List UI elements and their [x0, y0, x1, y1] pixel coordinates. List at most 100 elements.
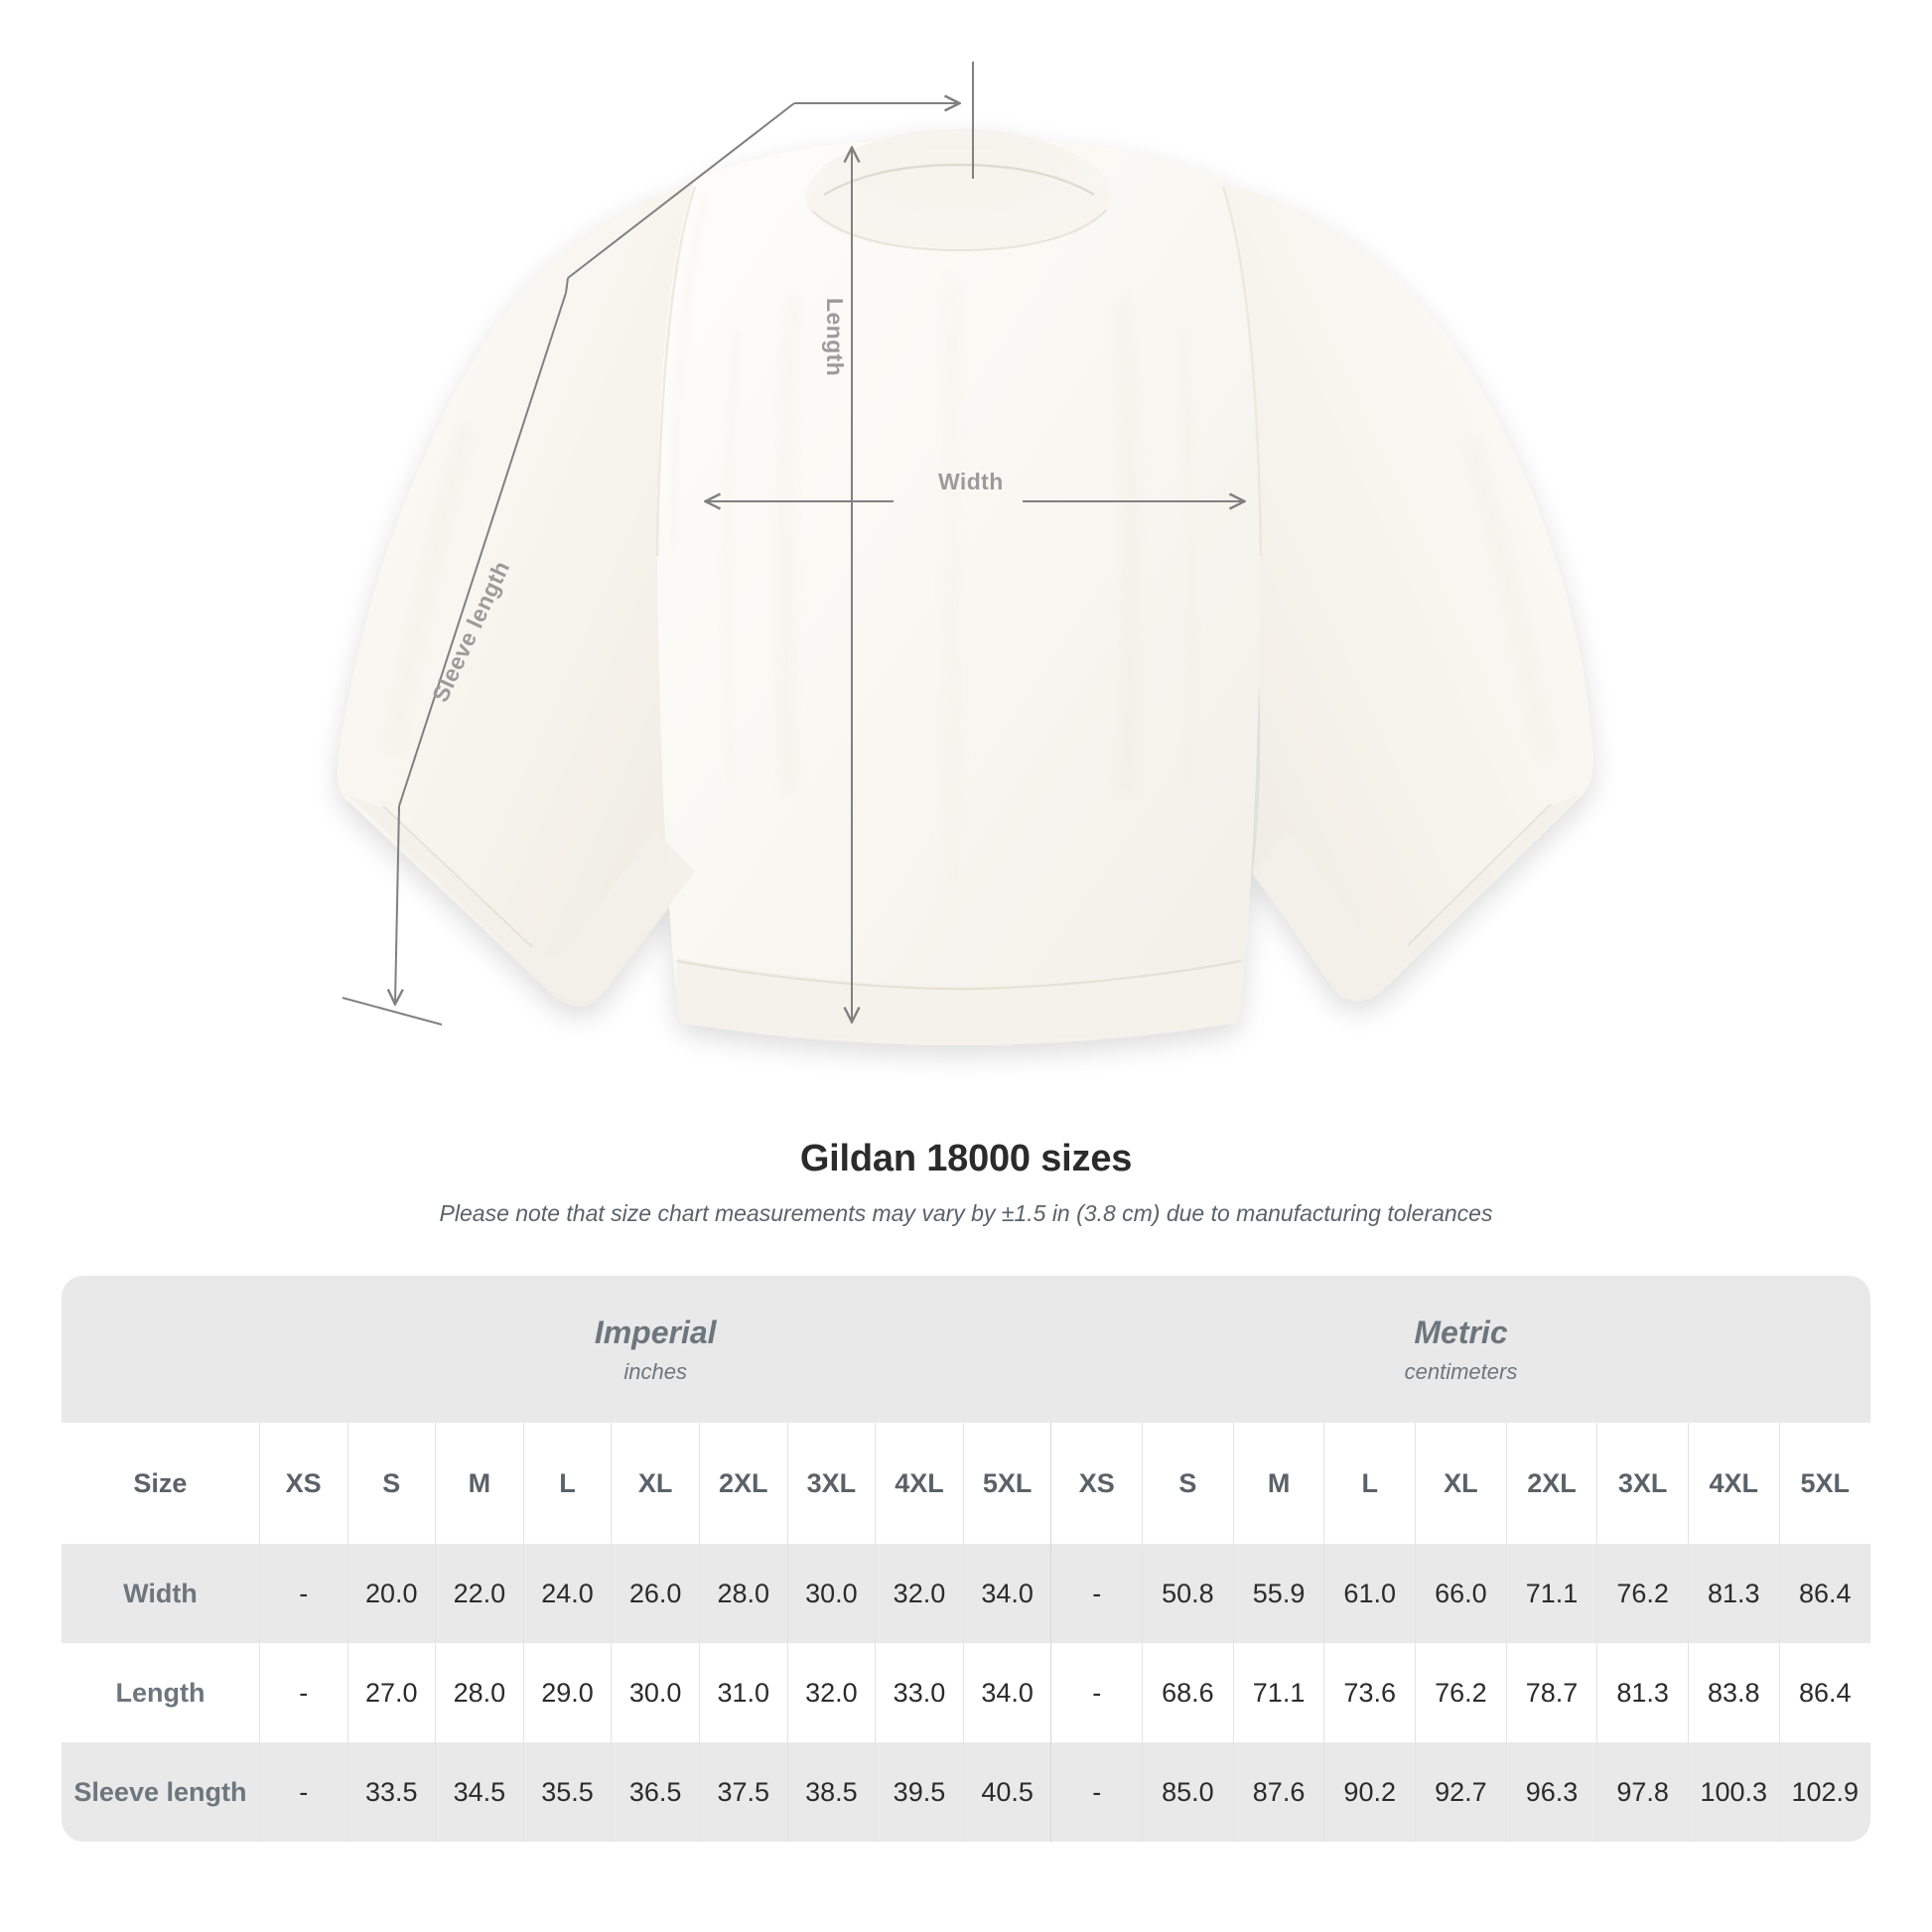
row-label-length: Length	[62, 1643, 260, 1742]
size-header-metric-l: L	[1323, 1423, 1416, 1544]
size-header-imperial-4xl: 4XL	[875, 1423, 964, 1544]
table-row: Length - 27.0 28.0 29.0 30.0 31.0 32.0 3…	[62, 1643, 1870, 1742]
cell-width-metric-xl: 66.0	[1415, 1544, 1507, 1643]
size-header-label: Size	[62, 1423, 260, 1544]
size-header-imperial-2xl: 2XL	[698, 1423, 788, 1544]
size-header-imperial-xs: XS	[258, 1423, 347, 1544]
cell-width-metric-s: 50.8	[1142, 1544, 1234, 1643]
cell-length-imperial-3xl: 32.0	[786, 1643, 876, 1742]
length-label: Length	[822, 298, 848, 377]
cell-length-imperial-5xl: 34.0	[962, 1643, 1051, 1742]
cell-width-metric-xs: -	[1050, 1544, 1143, 1643]
cell-width-imperial-xs: -	[258, 1544, 347, 1643]
cell-width-metric-4xl: 81.3	[1687, 1544, 1780, 1643]
unit-spacer	[62, 1276, 260, 1423]
cell-width-metric-l: 61.0	[1323, 1544, 1416, 1643]
cell-width-imperial-3xl: 30.0	[786, 1544, 876, 1643]
cell-width-metric-m: 55.9	[1232, 1544, 1324, 1643]
cell-length-metric-4xl: 83.8	[1687, 1643, 1780, 1742]
cell-sleeve-metric-xl: 92.7	[1415, 1742, 1507, 1842]
cell-width-metric-5xl: 86.4	[1778, 1544, 1870, 1643]
size-header-metric-m: M	[1232, 1423, 1324, 1544]
cell-sleeve-imperial-xl: 36.5	[611, 1742, 700, 1842]
unit-imperial-cell: Imperial inches	[259, 1276, 1051, 1423]
unit-metric-cell: Metric centimeters	[1050, 1276, 1870, 1423]
unit-metric-name: Metric	[1414, 1313, 1508, 1350]
garment-diagram: Length Width Sleeve length	[338, 62, 1932, 1045]
cell-length-imperial-4xl: 33.0	[875, 1643, 964, 1742]
cell-length-imperial-s: 27.0	[346, 1643, 436, 1742]
cell-sleeve-metric-l: 90.2	[1323, 1742, 1416, 1842]
cell-length-metric-m: 71.1	[1232, 1643, 1324, 1742]
cell-length-metric-s: 68.6	[1142, 1643, 1234, 1742]
size-header-metric-s: S	[1142, 1423, 1234, 1544]
size-header-imperial-xl: XL	[611, 1423, 700, 1544]
cell-width-imperial-s: 20.0	[346, 1544, 436, 1643]
cell-sleeve-imperial-s: 33.5	[346, 1742, 436, 1842]
table-row: Sleeve length - 33.5 34.5 35.5 36.5 37.5…	[62, 1742, 1870, 1842]
cell-sleeve-metric-s: 85.0	[1142, 1742, 1234, 1842]
cell-length-metric-2xl: 78.7	[1505, 1643, 1597, 1742]
cell-length-metric-xs: -	[1050, 1643, 1143, 1742]
size-chart-table: Imperial inches Metric centimeters Size …	[62, 1276, 1870, 1842]
cell-sleeve-imperial-5xl: 40.5	[962, 1742, 1051, 1842]
cell-width-imperial-m: 22.0	[435, 1544, 524, 1643]
cell-sleeve-metric-5xl: 102.9	[1778, 1742, 1870, 1842]
size-header-metric-5xl: 5XL	[1778, 1423, 1870, 1544]
cell-length-metric-l: 73.6	[1323, 1643, 1416, 1742]
size-header-metric-xl: XL	[1415, 1423, 1507, 1544]
size-header-row: Size XS S M L XL 2XL 3XL 4XL 5XL XS S M …	[62, 1423, 1870, 1544]
row-label-sleeve-length: Sleeve length	[62, 1742, 260, 1842]
width-label: Width	[938, 469, 1004, 494]
size-header-metric-4xl: 4XL	[1687, 1423, 1780, 1544]
sleeve-length-guide	[342, 62, 974, 1026]
cell-length-metric-3xl: 81.3	[1596, 1643, 1689, 1742]
cell-sleeve-metric-4xl: 100.3	[1687, 1742, 1780, 1842]
cell-length-imperial-2xl: 31.0	[698, 1643, 788, 1742]
size-header-metric-xs: XS	[1050, 1423, 1143, 1544]
size-header-metric-3xl: 3XL	[1596, 1423, 1689, 1544]
size-header-metric-2xl: 2XL	[1505, 1423, 1597, 1544]
size-header-imperial-3xl: 3XL	[786, 1423, 876, 1544]
cell-width-metric-2xl: 71.1	[1505, 1544, 1597, 1643]
table-row: Width - 20.0 22.0 24.0 26.0 28.0 30.0 32…	[62, 1544, 1870, 1643]
unit-header-row: Imperial inches Metric centimeters	[62, 1276, 1870, 1423]
cell-sleeve-imperial-2xl: 37.5	[698, 1742, 788, 1842]
cell-length-metric-5xl: 86.4	[1778, 1643, 1870, 1742]
cell-sleeve-imperial-m: 34.5	[435, 1742, 524, 1842]
cell-width-imperial-2xl: 28.0	[698, 1544, 788, 1643]
size-chart-table-wrapper: Imperial inches Metric centimeters Size …	[62, 1276, 1870, 1842]
cell-sleeve-metric-xs: -	[1050, 1742, 1143, 1842]
sweatshirt-illustration	[338, 129, 1593, 1045]
size-header-imperial-5xl: 5XL	[962, 1423, 1051, 1544]
page-title: Gildan 18000 sizes	[799, 1138, 1133, 1179]
cell-sleeve-imperial-l: 35.5	[522, 1742, 612, 1842]
page-subtitle: Please note that size chart measurements…	[439, 1200, 1493, 1226]
title-block: Gildan 18000 sizes Please note that size…	[0, 1138, 1932, 1227]
cell-width-imperial-5xl: 34.0	[962, 1544, 1051, 1643]
row-label-width: Width	[62, 1544, 260, 1643]
unit-imperial-name: Imperial	[594, 1313, 717, 1350]
cell-width-imperial-l: 24.0	[522, 1544, 612, 1643]
cell-sleeve-imperial-xs: -	[258, 1742, 347, 1842]
size-header-imperial-m: M	[435, 1423, 524, 1544]
cell-sleeve-metric-m: 87.6	[1232, 1742, 1324, 1842]
cell-sleeve-imperial-3xl: 38.5	[786, 1742, 876, 1842]
cell-length-imperial-l: 29.0	[522, 1643, 612, 1742]
cell-length-imperial-xl: 30.0	[611, 1643, 700, 1742]
cell-width-imperial-xl: 26.0	[611, 1544, 700, 1643]
size-header-imperial-l: L	[522, 1423, 612, 1544]
size-header-imperial-s: S	[346, 1423, 436, 1544]
cell-width-metric-3xl: 76.2	[1596, 1544, 1689, 1643]
unit-metric-sub: centimeters	[1404, 1358, 1518, 1384]
cell-length-imperial-xs: -	[258, 1643, 347, 1742]
cell-length-imperial-m: 28.0	[435, 1643, 524, 1742]
unit-imperial-sub: inches	[623, 1358, 687, 1384]
cell-sleeve-metric-2xl: 96.3	[1505, 1742, 1597, 1842]
cell-length-metric-xl: 76.2	[1415, 1643, 1507, 1742]
measurement-lines	[342, 62, 1932, 1026]
cell-sleeve-imperial-4xl: 39.5	[875, 1742, 964, 1842]
cell-sleeve-metric-3xl: 97.8	[1596, 1742, 1689, 1842]
cell-width-imperial-4xl: 32.0	[875, 1544, 964, 1643]
